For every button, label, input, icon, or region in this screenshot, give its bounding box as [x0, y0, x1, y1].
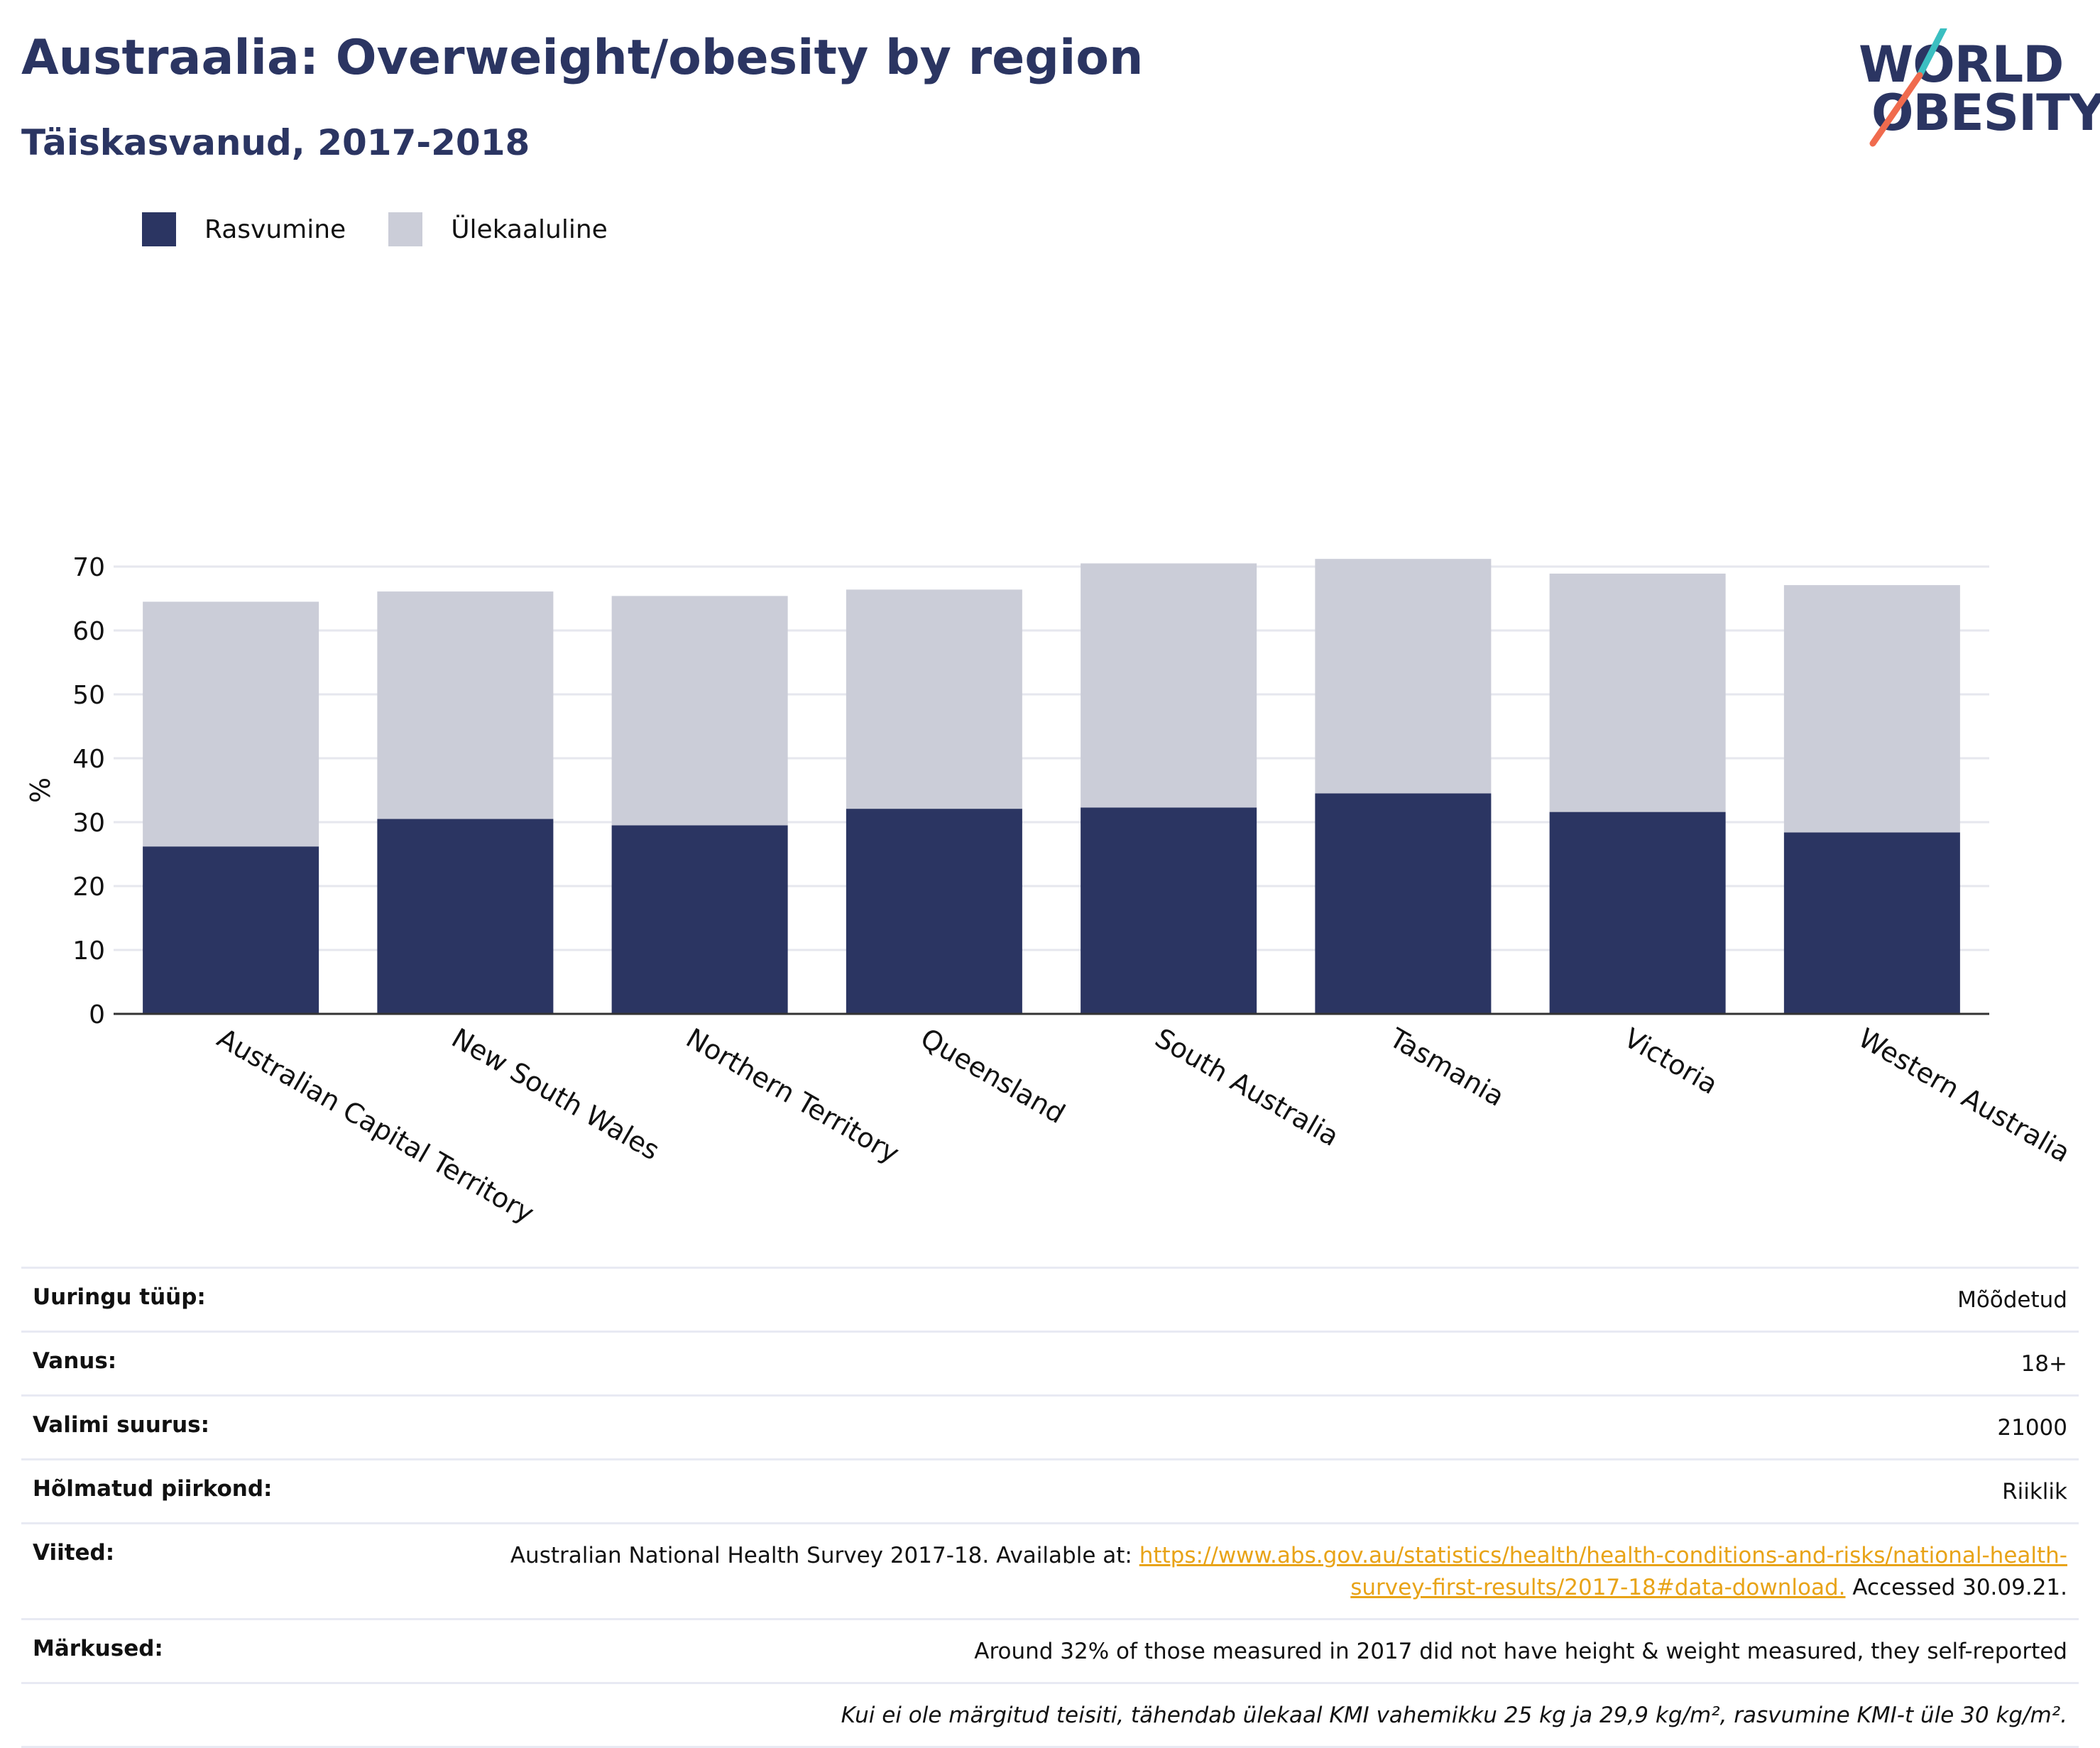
info-value: Around 32% of those measured in 2017 did… [974, 1638, 2067, 1664]
legend-item-obesity: Rasvumine [142, 212, 346, 246]
y-tick-label: 50 [72, 681, 105, 710]
y-tick-label: 20 [72, 873, 105, 902]
bar-segment-overweight [611, 596, 788, 826]
legend-swatch-overweight [388, 212, 423, 246]
bar-segment-obesity [143, 846, 319, 1014]
x-tick-label: South Australia [1150, 1022, 1345, 1152]
x-tick-label: Western Australia [1853, 1022, 2075, 1169]
info-key: Uuringu tüüp: [33, 1284, 206, 1310]
chart-subtitle: Täiskasvanud, 2017-2018 [21, 122, 530, 163]
info-key: Valimi suurus: [33, 1411, 209, 1438]
y-tick-label: 70 [72, 553, 105, 582]
y-tick-label: 10 [72, 936, 105, 966]
x-tick-label: Queensland [915, 1022, 1070, 1130]
legend-item-overweight: Ülekaaluline [388, 212, 608, 246]
bar-segment-overweight [846, 589, 1022, 809]
logo-line-1: WORLD [1859, 35, 2064, 94]
bar-segment-obesity [611, 825, 788, 1014]
y-tick-label: 0 [89, 1000, 105, 1029]
bar-segment-overweight [1315, 559, 1492, 794]
info-value: Mõõdetud [1957, 1287, 2067, 1313]
info-row-footnote: Kui ei ole märgitud teisiti, tähendab ül… [21, 1684, 2079, 1748]
info-table: Uuringu tüüp: Mõõdetud Vanus: 18+ Valimi… [21, 1267, 2079, 1748]
info-key: Viited: [33, 1539, 115, 1566]
bar-segment-overweight [1081, 563, 1257, 808]
x-tick-label: Victoria [1619, 1022, 1723, 1100]
references-suffix: Accessed 30.09.21. [1845, 1574, 2067, 1600]
bar-segment-overweight [377, 591, 554, 819]
info-key: Hõlmatud piirkond: [33, 1475, 273, 1502]
x-tick-label: Northern Territory [681, 1022, 904, 1169]
info-key: Vanus: [33, 1348, 117, 1374]
references-value: Australian National Health Survey 2017-1… [463, 1540, 2067, 1604]
y-tick-label: 40 [72, 745, 105, 774]
bar-segment-obesity [1549, 812, 1726, 1014]
info-row-sample-size: Valimi suurus: 21000 [21, 1397, 2079, 1460]
bar-segment-obesity [1081, 807, 1257, 1014]
legend-swatch-obesity [142, 212, 176, 246]
legend-label-overweight: Ülekaaluline [451, 214, 608, 244]
bar-segment-obesity [377, 819, 554, 1014]
info-value: 21000 [1997, 1414, 2067, 1441]
info-key: Märkused: [33, 1635, 163, 1661]
bar-segment-obesity [1783, 832, 1960, 1014]
x-tick-label: New South Wales [447, 1022, 665, 1167]
y-tick-label: 60 [72, 617, 105, 646]
info-row-notes: Märkused: Around 32% of those measured i… [21, 1620, 2079, 1684]
bar-segment-obesity [846, 809, 1022, 1014]
y-tick-label: 30 [72, 809, 105, 838]
info-row-references: Viited: Australian National Health Surve… [21, 1524, 2079, 1620]
info-value: 18+ [2020, 1350, 2067, 1377]
bar-segment-overweight [143, 601, 319, 847]
info-row-coverage: Hõlmatud piirkond: Riiklik [21, 1460, 2079, 1524]
reference-link[interactable]: https://www.abs.gov.au/statistics/health… [1139, 1542, 2067, 1600]
y-axis-label: % [25, 777, 56, 803]
info-row-age: Vanus: 18+ [21, 1333, 2079, 1397]
references-prefix: Australian National Health Survey 2017-1… [510, 1542, 1139, 1568]
logo-slash-icon [1869, 28, 1947, 147]
chart-title: Austraalia: Overweight/obesity by region [21, 30, 1144, 86]
chart-legend: Rasvumine Ülekaaluline [142, 210, 650, 248]
info-row-survey-type: Uuringu tüüp: Mõõdetud [21, 1269, 2079, 1333]
footnote: Kui ei ole märgitud teisiti, tähendab ül… [841, 1702, 2067, 1728]
bar-segment-overweight [1549, 573, 1726, 812]
x-tick-label: Tasmania [1384, 1022, 1509, 1113]
bar-segment-overweight [1783, 585, 1960, 833]
bar-segment-obesity [1315, 793, 1492, 1014]
info-value: Riiklik [2002, 1478, 2067, 1504]
world-obesity-logo: WORLD OBESITY [1846, 28, 2100, 156]
legend-label-obesity: Rasvumine [204, 214, 346, 244]
